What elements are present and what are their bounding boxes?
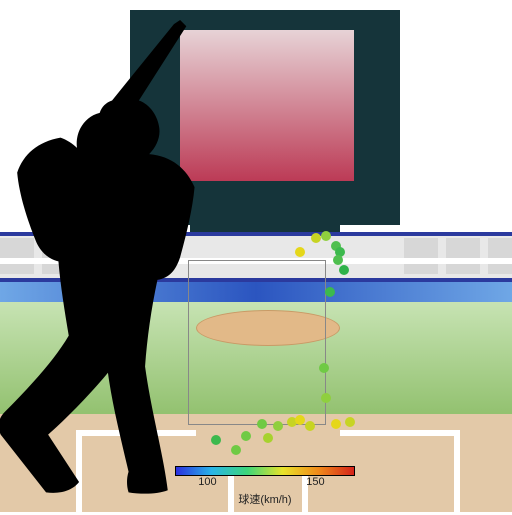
pitch-marker — [241, 431, 251, 441]
pitch-marker — [257, 419, 267, 429]
batter-silhouette — [0, 20, 230, 515]
colorbar-tick: 150 — [306, 476, 324, 488]
pitch-marker — [273, 421, 283, 431]
stand-section — [488, 238, 512, 274]
pitch-marker — [295, 415, 305, 425]
pitch-marker — [295, 247, 305, 257]
pitch-marker — [331, 419, 341, 429]
pitch-location-chart: 100 150 球速(km/h) — [0, 0, 512, 512]
pitch-marker — [305, 421, 315, 431]
pitch-marker — [339, 265, 349, 275]
batters-box-line — [454, 430, 460, 512]
colorbar-legend: 100 150 球速(km/h) — [170, 466, 360, 507]
stand-section — [446, 238, 480, 274]
colorbar-axis-label: 球速(km/h) — [170, 491, 360, 507]
pitch-marker — [231, 445, 241, 455]
colorbar — [175, 466, 355, 476]
colorbar-tick: 100 — [198, 476, 216, 488]
pitch-marker — [325, 287, 335, 297]
pitch-marker — [321, 231, 331, 241]
pitch-marker — [333, 255, 343, 265]
pitch-marker — [345, 417, 355, 427]
stand-section — [404, 238, 438, 274]
pitch-marker — [263, 433, 273, 443]
batters-box-line — [340, 430, 460, 436]
pitch-marker — [319, 363, 329, 373]
pitch-marker — [321, 393, 331, 403]
pitch-marker — [311, 233, 321, 243]
